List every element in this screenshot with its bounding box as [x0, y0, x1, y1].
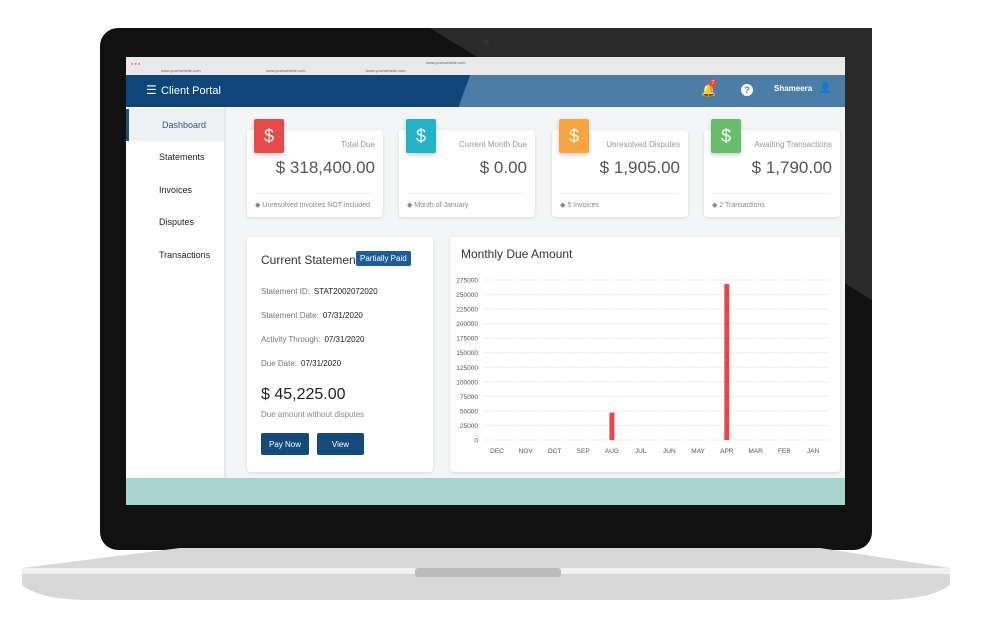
card-value: $ 318,400.00 [275, 158, 375, 177]
card-icon: $ [559, 119, 589, 153]
card-title: Unresolved Disputes [606, 140, 680, 149]
x-tick-label: DEC [490, 448, 504, 455]
card-note-text: 5 Invoices [567, 202, 599, 209]
y-tick-label: 25000 [460, 423, 478, 430]
y-tick-label: 125000 [456, 365, 478, 372]
notch [415, 568, 561, 577]
card-title: Current Month Due [458, 140, 527, 149]
summary-card: $ Awaiting Transactions $ 1,790.00 ◆ 2 T… [704, 119, 840, 217]
y-tick-label: 75000 [460, 394, 478, 401]
y-tick-label: 275000 [456, 278, 478, 285]
field-value: 07/31/2020 [324, 335, 365, 344]
summary-card: $ Current Month Due $ 0.00 ◆ Month of Ja… [399, 119, 535, 217]
card-value: $ 0.00 [479, 158, 527, 177]
nav-item[interactable]: Dashboard [126, 109, 224, 141]
footer [126, 478, 845, 505]
field-value: 07/31/2020 [301, 359, 342, 368]
tab[interactable]: www.yourwebsite.com [366, 68, 406, 73]
status-badge: Partially Paid [356, 251, 411, 266]
notification-badge: 7 [709, 79, 717, 87]
x-tick-label: AUG [605, 448, 619, 455]
menu-icon[interactable]: ☰ [146, 83, 157, 97]
tab[interactable]: www.yourwebsite.com [266, 68, 306, 73]
y-tick-label: 250000 [456, 292, 478, 299]
camera [483, 39, 489, 45]
user-icon[interactable]: 👤 [819, 83, 832, 94]
card-note: ◆ 5 Invoices [560, 193, 678, 209]
card-note-text: Month of January [414, 202, 469, 209]
summary-card: $ Unresolved Disputes $ 1,905.00 ◆ 5 Inv… [552, 119, 688, 217]
card-note: ◆ Month of January [407, 193, 525, 209]
y-tick-label: 100000 [456, 379, 478, 386]
y-tick-label: 150000 [456, 350, 478, 357]
field: Activity Through: 07/31/2020 [261, 335, 364, 344]
x-tick-label: MAY [691, 448, 705, 455]
field: Statement ID: STAT2002072020 [261, 287, 378, 296]
field-label: Statement ID: [261, 287, 310, 296]
chart-card: Monthly Due Amount 0 25000 50000 75000 10000… [450, 237, 840, 472]
tab[interactable]: www.yourwebsite.com [161, 68, 201, 73]
app-title: Client Portal [161, 85, 221, 97]
chart-title: Monthly Due Amount [461, 247, 573, 261]
y-tick-label: 200000 [456, 321, 478, 328]
nav-item[interactable]: Statements [159, 152, 205, 162]
screen: ● ● ● www.yourwebsite.com www.yourwebsit… [126, 57, 845, 505]
y-tick-label: 0 [474, 438, 478, 445]
card-value: $ 1,905.00 [599, 158, 680, 177]
y-tick-label: 175000 [456, 336, 478, 343]
x-tick-label: SEP [577, 448, 590, 455]
pay-button[interactable]: Pay Now [261, 433, 309, 455]
x-tick-label: NOV [519, 448, 534, 455]
bar [609, 412, 615, 440]
card-icon: $ [406, 119, 436, 153]
statement-title: Current Statement [261, 253, 360, 267]
card-title: Total Due [341, 140, 375, 149]
view-button[interactable]: View [317, 433, 364, 455]
y-tick-label: 225000 [456, 307, 478, 314]
field-value: STAT2002072020 [313, 287, 378, 296]
field: Due Date: 07/31/2020 [261, 359, 341, 368]
nav-item[interactable]: Transactions [159, 250, 211, 260]
card-icon: $ [711, 119, 741, 153]
chart: Monthly Due Amount 0 25000 50000 75000 10000… [456, 247, 828, 455]
field-label: Activity Through: [261, 335, 321, 344]
url: www.yourwebsite.com [426, 60, 466, 65]
x-tick-label: APR [720, 448, 734, 455]
help-icon[interactable]: ? [741, 84, 753, 96]
card-note: ◆ Unresolved Invoices NOT included [255, 193, 373, 209]
card-title: Awaiting Transactions [754, 140, 832, 149]
user-name[interactable]: Shameera [774, 84, 813, 93]
x-tick-label: JAN [807, 448, 820, 455]
header: ☰ Client Portal 🔔 7 ? Shameera 👤 [126, 75, 845, 107]
card-icon: $ [254, 119, 284, 153]
field: Statement Date: 07/31/2020 [261, 311, 363, 320]
card-note: ◆ 2 Transactions [712, 193, 830, 209]
summary-card: $ Total Due $ 318,400.00 ◆ Unresolved In… [247, 119, 383, 217]
x-tick-label: MAR [748, 448, 763, 455]
x-tick-label: FEB [778, 448, 791, 455]
y-tick-label: 50000 [460, 408, 478, 415]
field-label: Statement Date: [261, 311, 319, 320]
card-note-text: 2 Transactions [719, 202, 765, 209]
x-tick-label: OCT [548, 448, 562, 455]
card-value: $ 1,790.00 [751, 158, 832, 177]
field-value: 07/31/2020 [322, 311, 363, 320]
statement-card: Current Statement Partially Paid Stateme… [247, 237, 433, 472]
sidebar: Dashboard Statements Invoices Disputes T… [126, 107, 224, 478]
field-label: Due Date: [261, 359, 298, 368]
card-note-text: Unresolved Invoices NOT included [262, 202, 370, 209]
browser-bar: ● ● ● www.yourwebsite.com www.yourwebsit… [126, 57, 845, 75]
amount: $ 45,225.00 [261, 386, 346, 403]
x-tick-label: JUN [663, 448, 676, 455]
bar [724, 284, 730, 440]
nav-item[interactable]: Invoices [159, 185, 193, 195]
amount-note: Due amount without disputes [261, 410, 365, 419]
window-dots: ● ● ● [131, 61, 141, 66]
nav-item[interactable]: Disputes [159, 217, 195, 227]
x-tick-label: JUL [635, 448, 647, 455]
